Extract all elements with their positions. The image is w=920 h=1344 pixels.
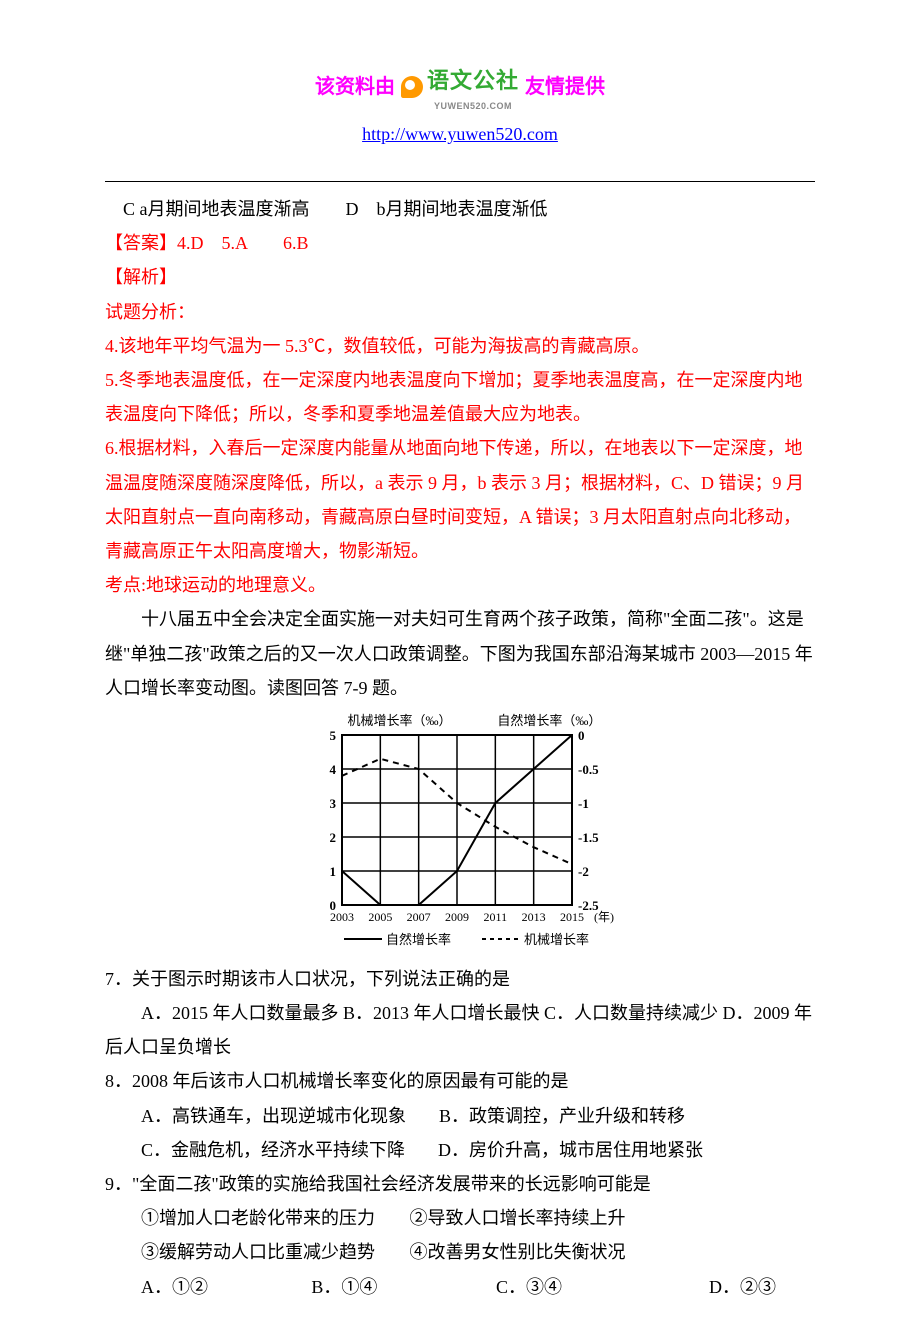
q8-opt-c: C．金融危机，经济水平持续下降: [105, 1140, 405, 1160]
svg-text:-1.5: -1.5: [578, 830, 599, 845]
svg-text:1: 1: [330, 864, 337, 879]
logo-sub-text: YUWEN520.COM: [427, 98, 519, 115]
population-chart: 机械增长率（‰）自然增长率（‰）0123450-0.5-1-1.5-2-2.52…: [105, 711, 815, 956]
q9-item-1: ①增加人口老龄化带来的压力: [105, 1201, 405, 1235]
document-body: C a月期间地表温度渐高 D b月期间地表温度渐低 【答案】4.D 5.A 6.…: [105, 192, 815, 1304]
svg-text:3: 3: [330, 796, 337, 811]
q9-item-4: ④改善男女性别比失衡状况: [410, 1242, 626, 1262]
kaodian: 考点:地球运动的地理意义。: [105, 568, 815, 602]
q9-row1: ①增加人口老龄化带来的压力 ②导致人口增长率持续上升: [105, 1201, 815, 1235]
q9-opt-a: A．①②: [105, 1270, 275, 1304]
svg-text:2013: 2013: [522, 910, 546, 924]
q9-options: A．①② B．①④ C．③④ D．②③: [105, 1270, 815, 1304]
svg-text:自然增长率: 自然增长率: [386, 932, 451, 947]
site-logo: 语文公社 YUWEN520.COM: [401, 60, 519, 115]
svg-text:2011: 2011: [484, 910, 508, 924]
svg-text:(年): (年): [594, 910, 614, 924]
svg-text:-1: -1: [578, 796, 589, 811]
passage-7-9: 十八届五中全会决定全面实施一对夫妇可生育两个孩子政策，简称"全面二孩"。这是继"…: [105, 602, 815, 705]
svg-text:机械增长率: 机械增长率: [524, 932, 589, 947]
svg-text:2007: 2007: [407, 910, 431, 924]
svg-text:0: 0: [578, 728, 585, 743]
header-line-1: 该资料由 语文公社 YUWEN520.COM 友情提供: [105, 60, 815, 115]
analysis-5: 5.冬季地表温度低，在一定深度内地表温度向下增加；夏季地表温度高，在一定深度内地…: [105, 363, 815, 431]
q8-stem: 8．2008 年后该市人口机械增长率变化的原因最有可能的是: [105, 1064, 815, 1098]
analysis-4: 4.该地年平均气温为一 5.3℃，数值较低，可能为海拔高的青藏高原。: [105, 329, 815, 363]
svg-text:2005: 2005: [368, 910, 392, 924]
svg-text:4: 4: [330, 762, 337, 777]
logo-text-wrap: 语文公社 YUWEN520.COM: [427, 60, 519, 115]
page-header: 该资料由 语文公社 YUWEN520.COM 友情提供 http://www.y…: [105, 60, 815, 151]
svg-text:机械增长率（‰）: 机械增长率（‰）: [347, 713, 451, 728]
q9-item-2: ②导致人口增长率持续上升: [410, 1208, 626, 1228]
svg-text:自然增长率（‰）: 自然增长率（‰）: [497, 713, 601, 728]
header-left-text: 该资料由: [315, 68, 395, 106]
svg-text:-0.5: -0.5: [578, 762, 599, 777]
q8-row2: C．金融危机，经济水平持续下降 D．房价升高，城市居住用地紧张: [105, 1133, 815, 1167]
svg-text:2009: 2009: [445, 910, 469, 924]
q9-opt-c: C．③④: [460, 1270, 673, 1304]
svg-text:5: 5: [330, 728, 337, 743]
logo-mark-icon: [401, 76, 423, 98]
q9-opt-b: B．①④: [275, 1270, 460, 1304]
analysis-6: 6.根据材料，入春后一定深度内能量从地面向地下传递，所以，在地表以下一定深度，地…: [105, 431, 815, 568]
header-separator: [105, 181, 815, 182]
analysis-label: 【解析】: [105, 260, 815, 294]
q8-opt-d: D．房价升高，城市居住用地紧张: [438, 1140, 703, 1160]
q8-row1: A．高铁通车，出现逆城市化现象 B．政策调控，产业升级和转移: [105, 1099, 815, 1133]
analysis-heading: 试题分析：: [105, 295, 815, 329]
option-line-cd: C a月期间地表温度渐高 D b月期间地表温度渐低: [105, 192, 815, 226]
svg-text:2003: 2003: [330, 910, 354, 924]
svg-text:2015: 2015: [560, 910, 584, 924]
q7-options: A．2015 年人口数量最多 B．2013 年人口增长最快 C．人口数量持续减少…: [105, 996, 815, 1064]
q8-opt-b: B．政策调控，产业升级和转移: [439, 1106, 685, 1126]
q9-stem: 9．"全面二孩"政策的实施给我国社会经济发展带来的长远影响可能是: [105, 1167, 815, 1201]
header-url[interactable]: http://www.yuwen520.com: [105, 117, 815, 151]
q9-row2: ③缓解劳动人口比重减少趋势 ④改善男女性别比失衡状况: [105, 1235, 815, 1269]
q9-item-3: ③缓解劳动人口比重减少趋势: [105, 1235, 405, 1269]
q7-stem: 7．关于图示时期该市人口状况，下列说法正确的是: [105, 962, 815, 996]
svg-text:2: 2: [330, 830, 337, 845]
svg-text:-2: -2: [578, 864, 589, 879]
logo-main-text: 语文公社: [427, 68, 519, 93]
header-right-text: 友情提供: [525, 68, 605, 106]
q9-opt-d: D．②③: [673, 1270, 815, 1304]
q8-opt-a: A．高铁通车，出现逆城市化现象: [105, 1106, 406, 1126]
answer-line: 【答案】4.D 5.A 6.B: [105, 226, 815, 260]
population-chart-svg: 机械增长率（‰）自然增长率（‰）0123450-0.5-1-1.5-2-2.52…: [300, 711, 620, 956]
